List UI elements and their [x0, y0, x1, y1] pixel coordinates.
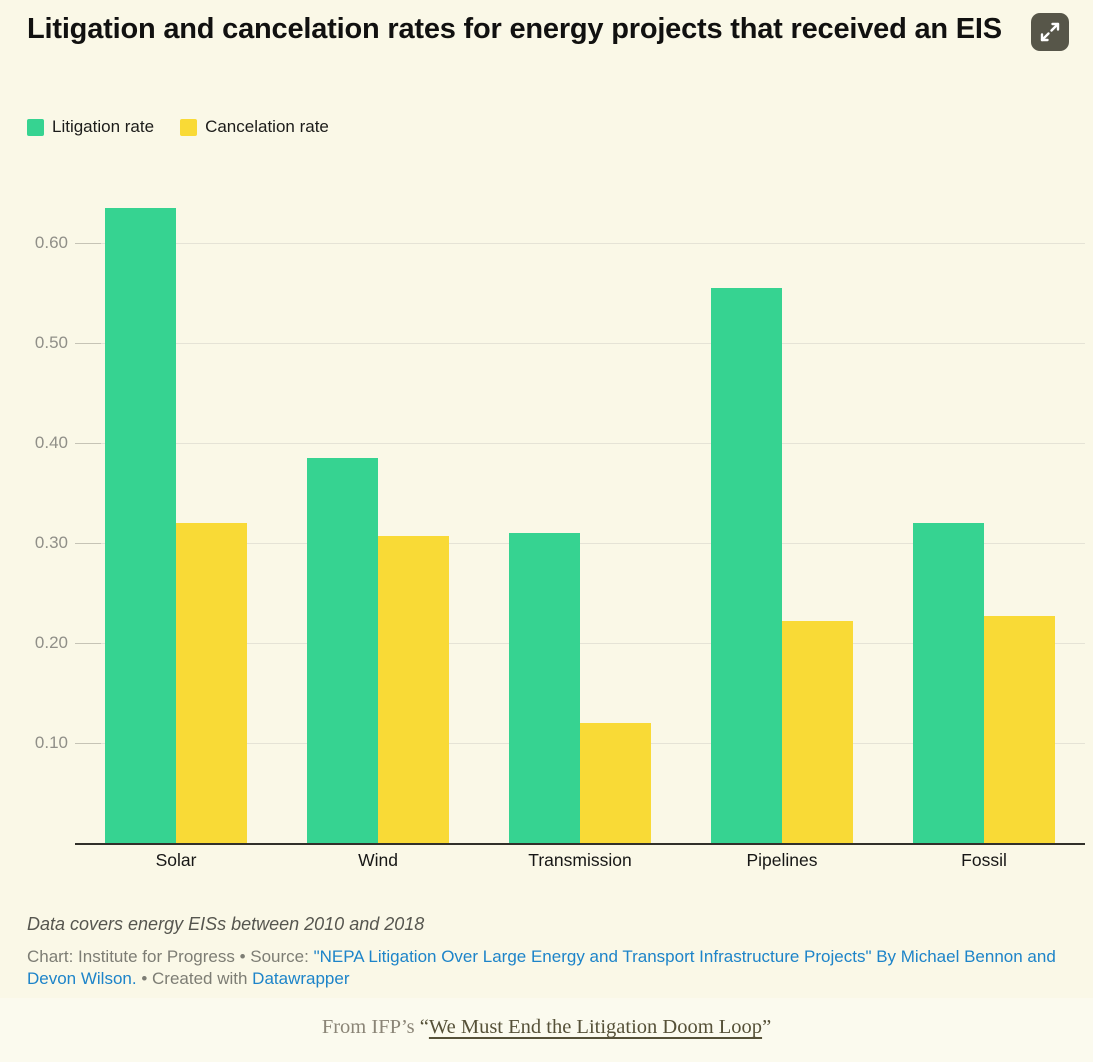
gridline-0.40 [75, 443, 1085, 444]
category-label-wind: Wind [358, 850, 398, 870]
category-label-solar: Solar [155, 850, 197, 870]
gridline-0.60 [75, 243, 1085, 244]
gridline-0.30 [75, 543, 1085, 544]
legend-item-cancelation: Cancelation rate [180, 117, 329, 137]
y-tick-label: 0.20 [34, 633, 68, 652]
doom-loop-link[interactable]: We Must End the Litigation Doom Loop [428, 1016, 763, 1038]
chart-title: Litigation and cancelation rates for ene… [27, 13, 1002, 45]
expand-button[interactable] [1031, 13, 1069, 51]
datawrapper-chart: Litigation and cancelation rates for ene… [0, 13, 1093, 991]
plot-area: 0.10 0.20 0.30 0.40 0.50 0.60 [0, 170, 1093, 845]
bar-litigation-rate-wind[interactable] [307, 458, 378, 843]
created-with-text: • Created with [136, 969, 253, 989]
expand-arrows-icon [1038, 20, 1062, 44]
y-tick-label: 0.10 [34, 733, 68, 752]
tick-mark [75, 343, 101, 344]
tick-mark [75, 643, 101, 644]
source-link[interactable]: "NEPA Litigation Over Large Energy and T… [27, 947, 1056, 989]
legend-label: Litigation rate [52, 117, 155, 136]
page-caption-strip: From IFP’s “We Must End the Litigation D… [0, 998, 1093, 1062]
tick-mark [75, 443, 101, 444]
category-label-pipelines: Pipelines [746, 850, 818, 870]
page-caption: From IFP’s “We Must End the Litigation D… [0, 1016, 1093, 1039]
y-tick-label: 0.40 [34, 433, 68, 452]
chart-byline: Chart: Institute for Progress • Source: … [27, 946, 1075, 991]
bar-litigation-rate-transmission[interactable] [509, 533, 580, 843]
datawrapper-link[interactable]: Datawrapper [252, 969, 350, 989]
chart-credit-text: Chart: Institute for Progress • Source: [27, 947, 314, 966]
category-label-transmission: Transmission [528, 850, 632, 870]
category-label-fossil: Fossil [961, 850, 1007, 870]
tick-mark [75, 243, 101, 244]
tick-mark [75, 543, 101, 544]
litigation-swatch [27, 118, 44, 136]
caption-close-quote: ” [762, 1016, 772, 1038]
gridline-0.20 [75, 643, 1085, 644]
chart-footnote: Data covers energy EISs between 2010 and… [27, 914, 425, 934]
legend-item-litigation: Litigation rate [27, 117, 154, 137]
y-tick-label: 0.30 [34, 533, 68, 552]
legend: Litigation rate Cancelation rate [27, 117, 329, 137]
bar-litigation-rate-solar[interactable] [105, 208, 176, 843]
bar-litigation-rate-pipelines[interactable] [711, 288, 782, 843]
y-tick-label: 0.60 [34, 233, 68, 252]
caption-prefix: From IFP’s [321, 1016, 420, 1038]
caption-open-quote: “ [419, 1016, 429, 1038]
tick-mark [75, 743, 101, 744]
legend-label: Cancelation rate [205, 117, 329, 136]
bar-cancelation-rate-solar[interactable] [176, 523, 247, 843]
gridline-0.50 [75, 343, 1085, 344]
bar-cancelation-rate-wind[interactable] [378, 536, 449, 843]
bar-cancelation-rate-pipelines[interactable] [782, 621, 853, 843]
bar-cancelation-rate-fossil[interactable] [984, 616, 1055, 843]
x-axis-line [75, 843, 1085, 845]
y-tick-label: 0.50 [34, 333, 68, 352]
bar-litigation-rate-fossil[interactable] [913, 523, 984, 843]
bar-cancelation-rate-transmission[interactable] [580, 723, 651, 843]
cancelation-swatch [180, 118, 198, 136]
